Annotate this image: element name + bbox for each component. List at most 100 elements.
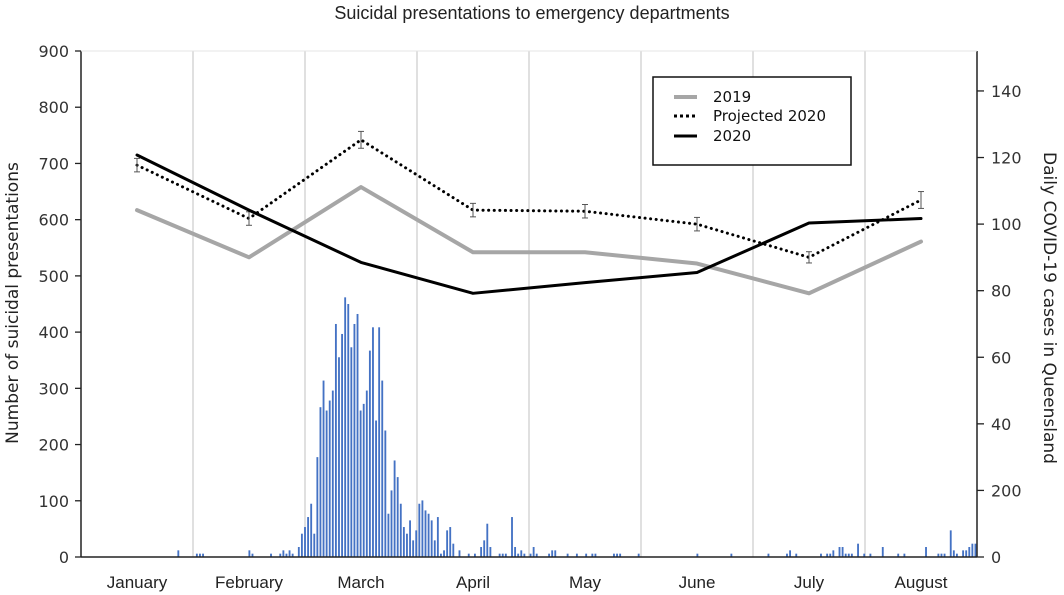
covid-bar [820,553,822,557]
covid-bar [307,517,310,557]
x-tick-label: August [895,573,948,592]
covid-bar [440,553,442,557]
x-tick-label: March [337,573,384,592]
covid-bar [795,553,798,557]
covid-bar [458,550,461,557]
y2-tick-label: 120 [991,149,1022,168]
covid-bar [940,553,943,557]
y-tick-label: 300 [38,379,69,398]
covid-bar [786,553,788,557]
y2-tick-label: 60 [991,348,1011,367]
chart-title: Suicidal presentations to emergency depa… [334,3,729,23]
left-axis-ticks: 0 100 200 300 400 500 600 700 800 900 [38,42,81,567]
x-tick-label: February [215,573,284,592]
covid-bar [430,520,433,557]
covid-bar [353,323,356,557]
covid-bar [881,547,884,557]
covid-bar [962,550,965,557]
covid-bar [334,323,337,557]
covid-bar [789,550,792,557]
y-tick-label: 900 [38,42,69,61]
y2-tick-label: 140 [991,82,1022,101]
covid-bar [968,547,971,557]
covid-bar [399,503,402,557]
covid-bar [832,550,835,557]
covid-bar [937,553,940,557]
covid-bar [362,403,365,557]
covid-bar [829,553,832,557]
y-tick-label: 100 [38,492,69,511]
covid-bar [322,380,325,557]
y2-tick-label: 40 [991,415,1011,434]
covid-bar [551,550,554,557]
y-tick-label: 800 [38,98,69,117]
covid-bar [359,410,362,557]
covid-bar [402,527,405,557]
covid-bar [350,347,353,557]
covid-bars [177,297,977,557]
legend-label-2020: 2020 [713,127,751,145]
covid-bar [199,553,201,557]
covid-bar [844,553,847,557]
covid-bar [390,490,393,557]
covid-bar [288,550,291,557]
covid-bar [841,547,844,557]
x-tick-label: January [107,573,168,592]
covid-bar [897,553,900,557]
covid-bar [616,553,618,557]
covid-bar [418,503,421,557]
series-line-2019 [135,185,923,296]
covid-bar [514,547,517,557]
covid-bar [949,530,952,557]
covid-bar [467,553,470,557]
covid-bar [591,553,594,557]
covid-bar [195,553,198,557]
covid-bar [619,553,622,557]
covid-bar [501,553,504,557]
covid-bar [310,503,313,557]
x-tick-label: June [679,573,716,592]
covid-bar [857,543,859,557]
covid-bar [341,333,344,557]
covid-bar [696,553,699,557]
y2-tick-label: 100 [991,215,1022,234]
covid-bar [974,543,977,557]
covid-bar [415,530,418,557]
month-labels: January February March April May June July Augu… [107,573,948,592]
covid-bar [328,400,331,557]
covid-bar [375,420,377,557]
legend-box [652,76,852,166]
covid-bar [424,510,427,557]
y-tick-label: 0 [59,548,69,567]
covid-bar [331,390,334,557]
covid-bar [452,543,455,557]
covid-bar [378,327,381,557]
covid-bar [368,350,371,557]
covid-bar [517,553,520,557]
covid-bar [316,457,319,557]
covid-bar [498,553,501,557]
covid-bar [177,550,180,557]
covid-bar [421,500,424,557]
covid-bar [282,550,285,557]
covid-bar [433,540,436,557]
covid-bar [548,553,551,557]
covid-bar [291,553,294,557]
covid-bar [511,517,513,557]
covid-bar [412,540,415,557]
legend-label-2019: 2019 [713,88,751,106]
covid-bar [554,550,557,557]
legend: 2019 Projected 2020 2020 [652,76,852,166]
covid-bar [869,553,872,557]
covid-bar [838,547,841,557]
covid-bar [325,410,328,557]
covid-bar [925,547,927,557]
covid-bar [365,390,368,557]
covid-bar [393,460,396,557]
covid-bar [446,530,449,557]
covid-bar [285,553,288,557]
y2-tick-label: 200 [991,481,1022,500]
covid-bar [338,357,340,557]
covid-bar [863,553,866,557]
